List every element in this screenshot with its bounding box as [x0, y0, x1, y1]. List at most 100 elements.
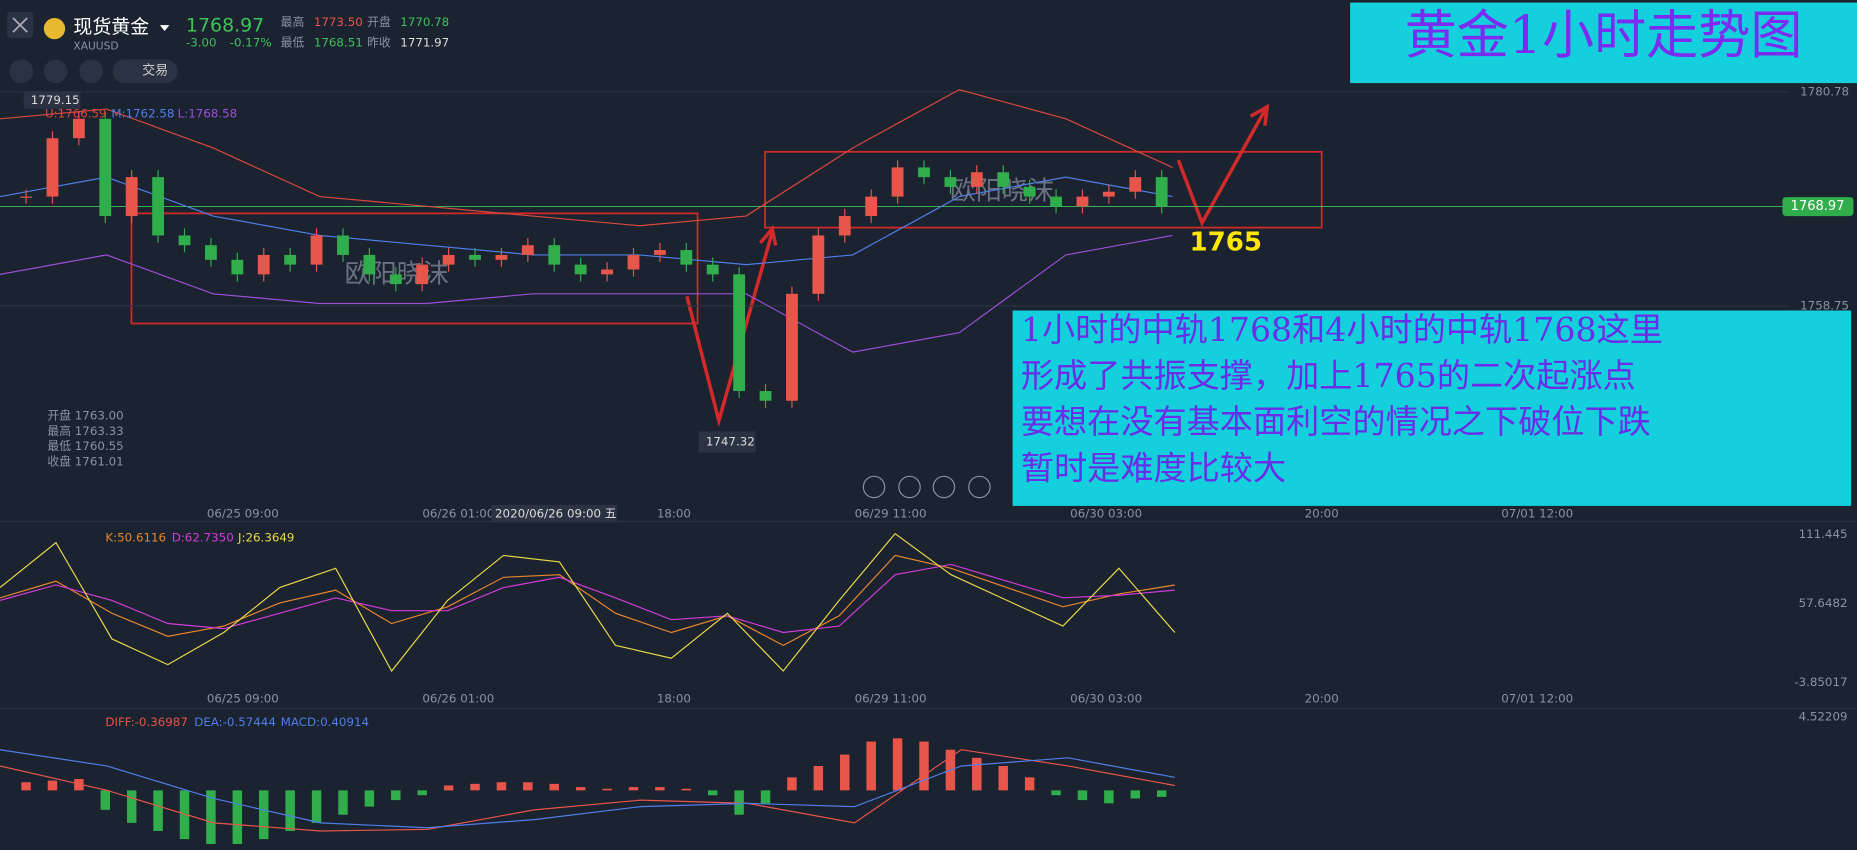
- low: 1768.51: [314, 35, 363, 49]
- macd-bar: [866, 741, 876, 791]
- favorite-button[interactable]: [79, 59, 104, 84]
- kdj-label: D:62.7350: [172, 530, 234, 544]
- x-tick-label: 06/26 01:00: [422, 507, 494, 521]
- macd-bar: [813, 765, 824, 791]
- x-tick-label: 06/29 11:00: [855, 507, 927, 521]
- macd-bar: [840, 754, 850, 791]
- candle: [495, 254, 508, 260]
- zoom-out[interactable]: [862, 475, 886, 499]
- candle: [759, 391, 772, 401]
- macd-bar: [47, 780, 58, 791]
- x-tick-label: 06/26 01:00: [422, 691, 494, 705]
- candle: [1155, 177, 1168, 207]
- x-tick-label: 06/29 11:00: [855, 691, 927, 705]
- min-label: 1747.32: [706, 434, 755, 448]
- macd-bar: [575, 787, 586, 791]
- candle: [231, 259, 244, 275]
- note-line: 要想在没有基本面利空的情况之下破位下跌: [1021, 402, 1651, 441]
- boll-label: M:1762.58: [111, 106, 174, 120]
- trade-button[interactable]: [112, 59, 178, 84]
- prev-label: 昨收: [367, 35, 391, 49]
- y-tick-label: 1758.75: [1800, 298, 1849, 312]
- d-line: [0, 563, 1175, 634]
- gold-icon: [43, 17, 66, 40]
- candle: [310, 235, 323, 265]
- macd-bar: [1024, 777, 1035, 791]
- candle: [733, 274, 746, 392]
- macd-label: DIFF:-0.36987: [105, 715, 187, 729]
- candle: [601, 269, 613, 275]
- macd-bar: [206, 790, 216, 845]
- candle: [891, 167, 904, 197]
- target-label: 1765: [1190, 227, 1262, 257]
- macd-bar: [1156, 790, 1167, 797]
- y-tick-label: -3.85017: [1794, 675, 1847, 689]
- candle: [72, 118, 85, 139]
- candle: [284, 254, 297, 265]
- candle: [1129, 177, 1142, 192]
- dropdown[interactable]: [159, 25, 170, 31]
- y-tick-label: 111.445: [1799, 527, 1848, 541]
- prev: 1771.97: [400, 35, 449, 49]
- symbol[interactable]: 现货黄金: [73, 16, 149, 38]
- candle: [389, 274, 402, 285]
- macd-bar: [126, 790, 137, 823]
- candle: [125, 177, 138, 217]
- macd-bar: [655, 787, 665, 791]
- kdj-label: K:50.6116: [105, 530, 166, 544]
- crosshair-tag: [491, 504, 618, 523]
- candle: [997, 172, 1010, 187]
- note-line: 暂时是难度比较大: [1021, 448, 1286, 487]
- macd-bar: [443, 785, 454, 791]
- macd-bar: [760, 790, 771, 804]
- candle: [521, 245, 534, 255]
- macd-bar: [496, 782, 507, 791]
- candle: [627, 254, 640, 270]
- macd-bar: [919, 741, 929, 791]
- candle: [46, 138, 59, 197]
- candle: [257, 254, 270, 275]
- candle: [205, 245, 217, 260]
- macd-bar: [1051, 790, 1061, 796]
- macd-bar: [391, 790, 401, 801]
- alert-button[interactable]: [43, 59, 68, 84]
- max-label: 1779.15: [31, 93, 80, 107]
- macd-bar: [74, 778, 84, 791]
- x-tick-label: 06/25 09:00: [207, 507, 279, 521]
- macd-bar: [972, 757, 982, 791]
- first[interactable]: [898, 475, 921, 499]
- ohlc-label: 最高 1763.33: [47, 424, 123, 438]
- candle: [99, 118, 112, 217]
- boll-lower: [0, 234, 1173, 353]
- ohlc-label: 收盘 1761.01: [47, 455, 123, 469]
- note-line: 形成了共振支撑，加上1765的二次起涨点: [1021, 356, 1636, 395]
- diff-line: [0, 749, 1175, 832]
- ohlc-label: 开盘 1763.00: [47, 408, 123, 422]
- macd-bar: [1077, 790, 1088, 801]
- y-tick-label: 57.6482: [1799, 596, 1848, 610]
- candle: [812, 235, 825, 294]
- kdj-label: J:26.3649: [237, 530, 294, 544]
- macd-bar: [364, 790, 375, 807]
- candle: [337, 235, 349, 255]
- macd-bar: [470, 783, 480, 791]
- last[interactable]: [932, 475, 956, 499]
- change-pct: -0.17%: [230, 35, 272, 49]
- tool-button[interactable]: [9, 59, 34, 84]
- candle: [442, 254, 455, 265]
- candle: [1023, 186, 1036, 197]
- y-tick-label: 4.52209: [1799, 709, 1848, 723]
- boll-upper: [0, 89, 1173, 227]
- candle: [1050, 196, 1062, 207]
- macd-bar: [523, 782, 533, 791]
- x-tick-label: 20:00: [1305, 691, 1339, 705]
- boll-label: L:1768.58: [178, 106, 238, 120]
- macd-bar: [628, 787, 639, 791]
- candle: [838, 216, 851, 236]
- macd-bar: [892, 738, 903, 791]
- zoom-in[interactable]: [968, 475, 991, 499]
- candle: [706, 264, 719, 275]
- candle: [469, 254, 481, 260]
- macd-bar: [417, 790, 427, 796]
- macd-bar: [311, 790, 322, 823]
